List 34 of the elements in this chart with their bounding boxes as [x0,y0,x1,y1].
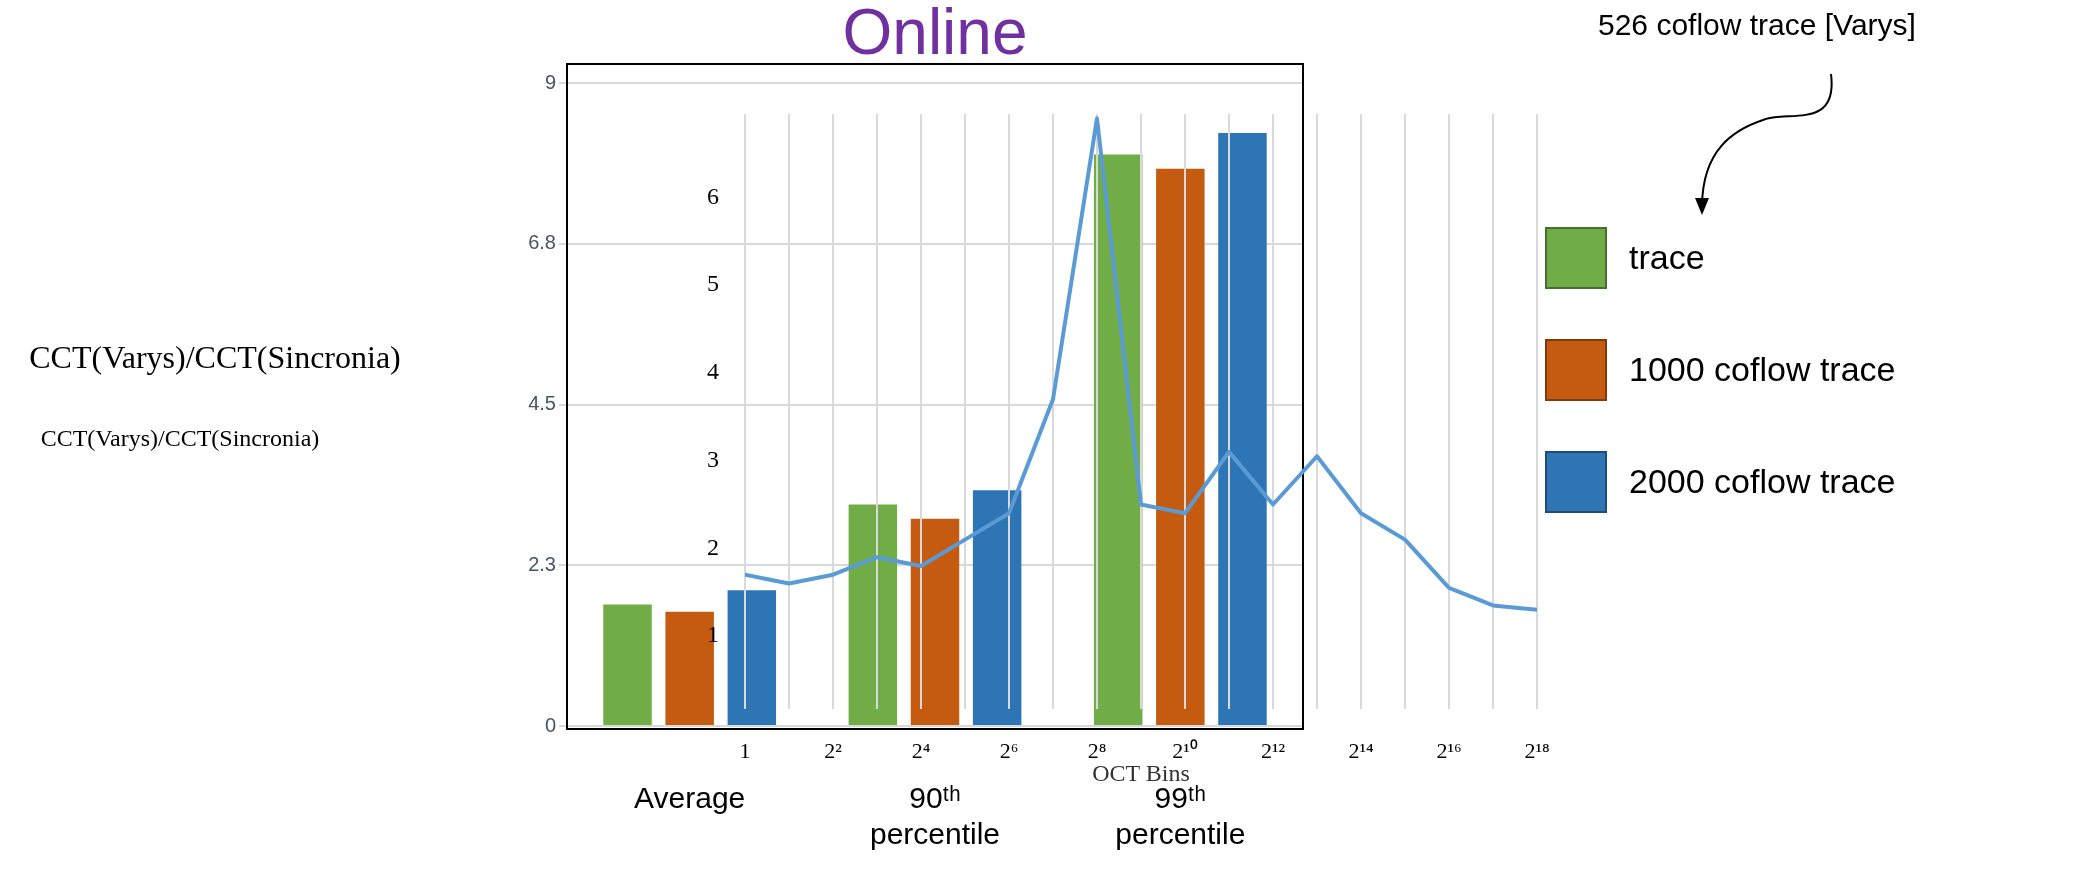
x-tick-label: 2¹⁶ [1436,737,1462,763]
bar [848,504,898,725]
bar [603,604,652,725]
bar [910,518,960,725]
bar [727,590,777,725]
x-tick-label: 1 [739,737,751,763]
x-tick-label: 2⁶ [999,737,1019,763]
y-tick-label: 9 [544,70,556,93]
x-tick-label: 2¹² [1260,737,1286,763]
x-tick-label: 2¹⁸ [1524,737,1550,763]
y-tick-label: 6 [707,182,719,209]
x-tick-label: Average [634,781,746,815]
x-tick-label: 2¹⁴ [1348,737,1374,763]
y-tick-label: 2 [707,533,719,560]
bar [972,490,1022,725]
y-tick-label: 4 [707,358,719,385]
legend-label: 1000 coflow trace [1629,350,1896,389]
x-tick-label: 2⁴ [911,737,931,763]
y-axis-title: CCT(Varys)/CCT(Sincronia) [40,425,320,452]
legend-label: trace [1629,238,1705,277]
y-tick-label: 6.8 [528,231,556,254]
chart-title: Online [842,0,1028,68]
x-tick-label: 2² [824,737,843,763]
y-tick-label: 4.5 [528,392,556,415]
text: 526 coflow trace [Varys] [1598,8,1916,42]
x-tick-label: 90ᵗʰ percentile [869,781,1001,851]
y-axis-title: CCT(Varys)/CCT(Sincronia) [29,339,401,376]
bar [1218,133,1267,725]
bar [1156,168,1205,725]
y-tick-label: 0 [544,713,556,736]
legend-label: 2000 coflow trace [1629,462,1896,501]
y-tick-label: 5 [707,270,719,297]
y-tick-label: 3 [707,445,719,472]
y-tick-label: 2.3 [528,552,556,575]
